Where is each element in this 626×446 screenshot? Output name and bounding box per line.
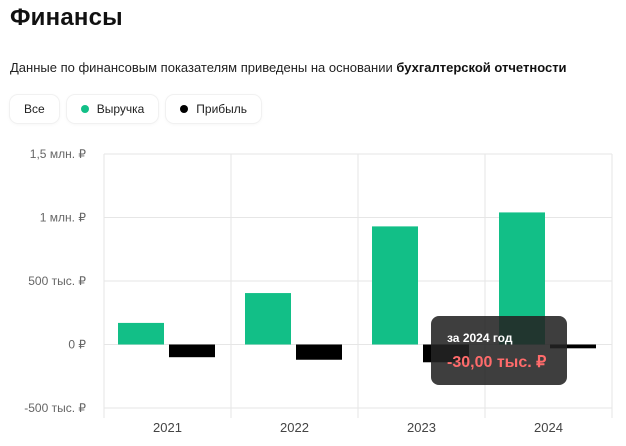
x-tick-label: 2021 xyxy=(153,420,182,435)
profit-bar xyxy=(296,344,342,360)
filter-profit-button[interactable]: Прибыль xyxy=(166,95,262,123)
y-tick-label: 1,5 млн. ₽ xyxy=(30,147,87,161)
profit-dot-icon xyxy=(180,105,189,113)
filter-profit-label: Прибыль xyxy=(196,102,248,116)
filter-revenue-label: Выручка xyxy=(96,102,145,116)
y-tick-label: 500 тыс. ₽ xyxy=(28,274,86,288)
y-tick-label: 0 ₽ xyxy=(68,338,86,352)
chart-tooltip: за 2024 год -30,00 тыс. ₽ xyxy=(431,316,567,385)
revenue-dot-icon xyxy=(80,105,89,113)
filter-revenue-button[interactable]: Выручка xyxy=(66,95,159,123)
y-tick-label: -500 тыс. ₽ xyxy=(24,401,86,415)
revenue-bar xyxy=(372,226,418,345)
x-tick-label: 2023 xyxy=(407,420,436,435)
subtitle-text: Данные по финансовым показателям приведе… xyxy=(10,60,393,75)
filter-all-button[interactable]: Все xyxy=(10,95,59,123)
x-tick-label: 2022 xyxy=(280,420,309,435)
subtitle-link[interactable]: бухгалтерской отчетности xyxy=(396,60,567,75)
y-tick-label: 1 млн. ₽ xyxy=(40,211,87,225)
profit-bar xyxy=(550,344,596,349)
series-filter-bar: Все Выручка Прибыль xyxy=(10,95,262,123)
page-title: Финансы xyxy=(10,4,123,31)
filter-all-label: Все xyxy=(24,102,45,116)
page-subtitle: Данные по финансовым показателям приведе… xyxy=(10,60,567,75)
tooltip-value: -30,00 тыс. ₽ xyxy=(447,354,547,371)
revenue-bar xyxy=(118,322,164,345)
x-tick-label: 2024 xyxy=(534,420,563,435)
revenue-bar xyxy=(245,293,291,345)
tooltip-label: за 2024 год xyxy=(447,331,513,345)
profit-bar xyxy=(169,344,215,358)
